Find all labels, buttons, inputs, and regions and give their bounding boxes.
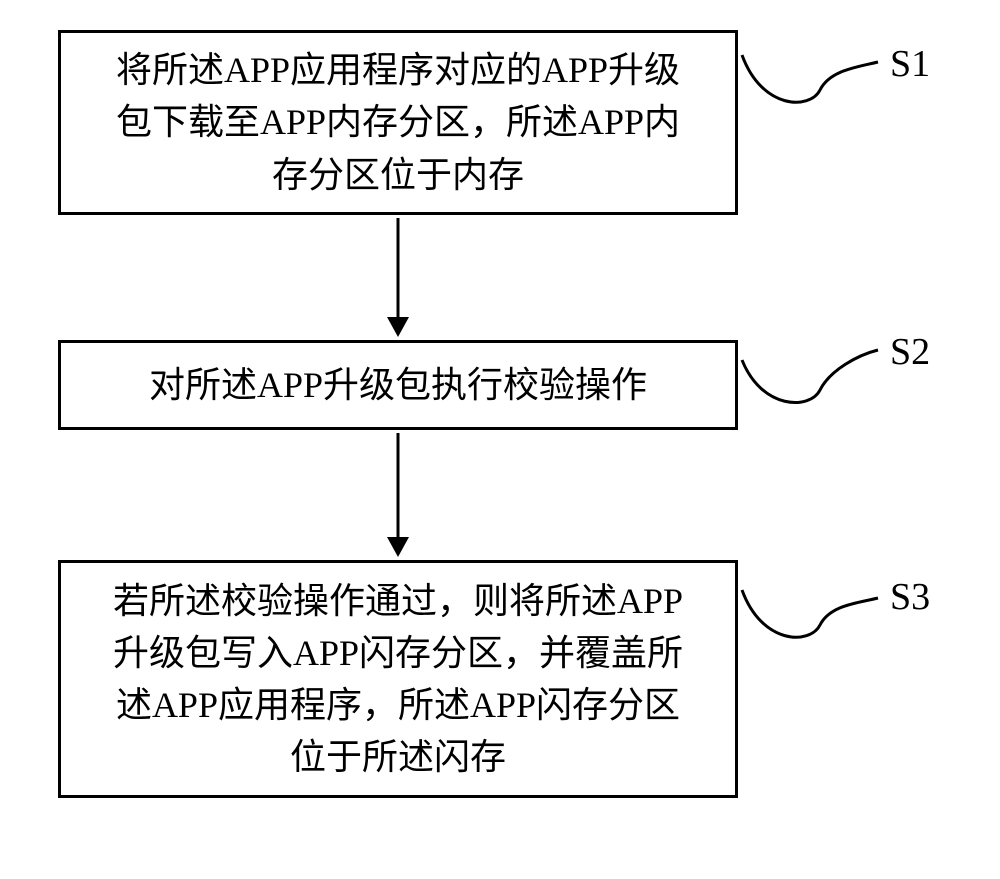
flow-step-s2-text: 对所述APP升级包执行校验操作 (149, 359, 647, 411)
callout-curve-s3 (737, 585, 883, 650)
flow-step-s1-text: 将所述APP应用程序对应的APP升级 包下载至APP内存分区，所述APP内 存分… (116, 44, 680, 201)
arrow-s1-to-s2 (378, 218, 418, 339)
flow-step-s2: 对所述APP升级包执行校验操作 (58, 340, 738, 430)
callout-curve-s2 (737, 345, 883, 415)
flow-step-s3: 若所述校验操作通过，则将所述APP 升级包写入APP闪存分区，并覆盖所 述APP… (58, 560, 738, 798)
callout-curve-s1 (737, 50, 883, 115)
step-label-s3: S3 (890, 575, 930, 619)
arrow-s2-to-s3 (378, 433, 418, 559)
flow-step-s3-text: 若所述校验操作通过，则将所述APP 升级包写入APP闪存分区，并覆盖所 述APP… (113, 575, 683, 784)
flow-step-s1: 将所述APP应用程序对应的APP升级 包下载至APP内存分区，所述APP内 存分… (58, 30, 738, 215)
step-label-s2: S2 (890, 330, 930, 374)
flowchart-canvas: 将所述APP应用程序对应的APP升级 包下载至APP内存分区，所述APP内 存分… (0, 0, 1000, 879)
step-label-s1: S1 (890, 42, 930, 86)
